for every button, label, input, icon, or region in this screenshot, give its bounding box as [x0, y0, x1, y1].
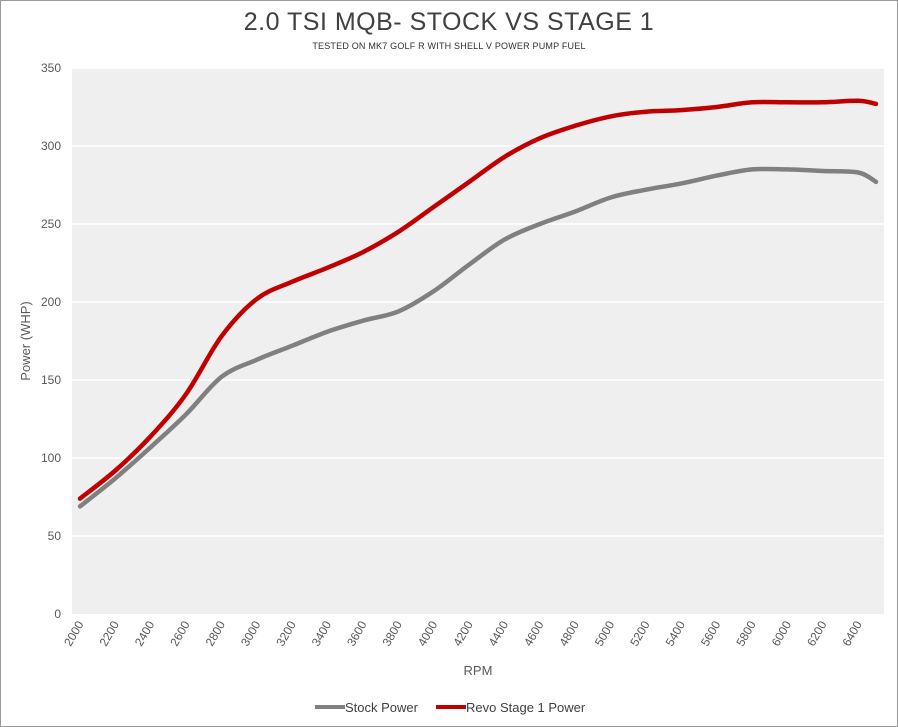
- x-tick-label: 3000: [238, 618, 264, 648]
- legend-label-stage1: Revo Stage 1 Power: [466, 700, 586, 715]
- y-axis-title: Power (WHP): [18, 301, 33, 380]
- x-tick-label: 4600: [521, 618, 547, 648]
- x-tick-label: 5000: [592, 618, 618, 648]
- x-tick-label: 3800: [380, 618, 406, 648]
- series-lines: [77, 98, 879, 509]
- x-tick-label: 4200: [450, 618, 476, 648]
- x-axis-title: RPM: [464, 663, 493, 678]
- y-tick-label: 50: [48, 529, 62, 543]
- y-tick-label: 350: [41, 61, 61, 75]
- x-tick-label: 3400: [309, 618, 335, 648]
- x-tick-label: 4800: [556, 618, 582, 648]
- plot-area: [72, 68, 884, 614]
- x-tick-label: 3600: [344, 618, 370, 648]
- series-revo-stage1-power-line: [77, 98, 879, 501]
- chart-title: 2.0 TSI MQB- STOCK VS STAGE 1: [243, 8, 655, 36]
- chart-subtitle: TESTED ON MK7 GOLF R WITH SHELL V POWER …: [312, 41, 586, 51]
- x-tick-label: 2000: [61, 618, 87, 648]
- x-tick-label: 4400: [486, 618, 512, 648]
- y-tick-label: 150: [41, 373, 61, 387]
- x-tick-label: 5200: [627, 618, 653, 648]
- y-tick-label: 100: [41, 451, 61, 465]
- series-stock-power-line: [77, 166, 879, 509]
- y-tick-label: 250: [41, 217, 61, 231]
- x-tick-label: 6000: [769, 618, 795, 648]
- y-tick-label: 0: [54, 607, 61, 621]
- y-tick-label: 200: [41, 295, 61, 309]
- x-tick-label: 5800: [733, 618, 759, 648]
- x-tick-label: 2200: [96, 618, 122, 648]
- legend-label-stock: Stock Power: [345, 700, 419, 715]
- x-tick-label: 3200: [273, 618, 299, 648]
- x-tick-labels: 2000 2200 2400 2600 2800 3000 3200 3400 3600 3800…: [61, 618, 865, 648]
- x-tick-label: 2400: [132, 618, 158, 648]
- x-tick-label: 2600: [167, 618, 193, 648]
- y-tick-label: 300: [41, 139, 61, 153]
- x-tick-label: 2800: [203, 618, 229, 648]
- y-tick-labels: 0 50 100 150 200 250 300 350: [41, 61, 61, 621]
- x-tick-label: 5600: [698, 618, 724, 648]
- gridlines: [72, 67, 884, 537]
- x-tick-label: 4000: [415, 618, 441, 648]
- x-tick-label: 6200: [804, 618, 830, 648]
- x-tick-label: 5400: [663, 618, 689, 648]
- legend: Stock Power Revo Stage 1 Power: [315, 700, 586, 715]
- x-tick-label: 6400: [839, 618, 865, 648]
